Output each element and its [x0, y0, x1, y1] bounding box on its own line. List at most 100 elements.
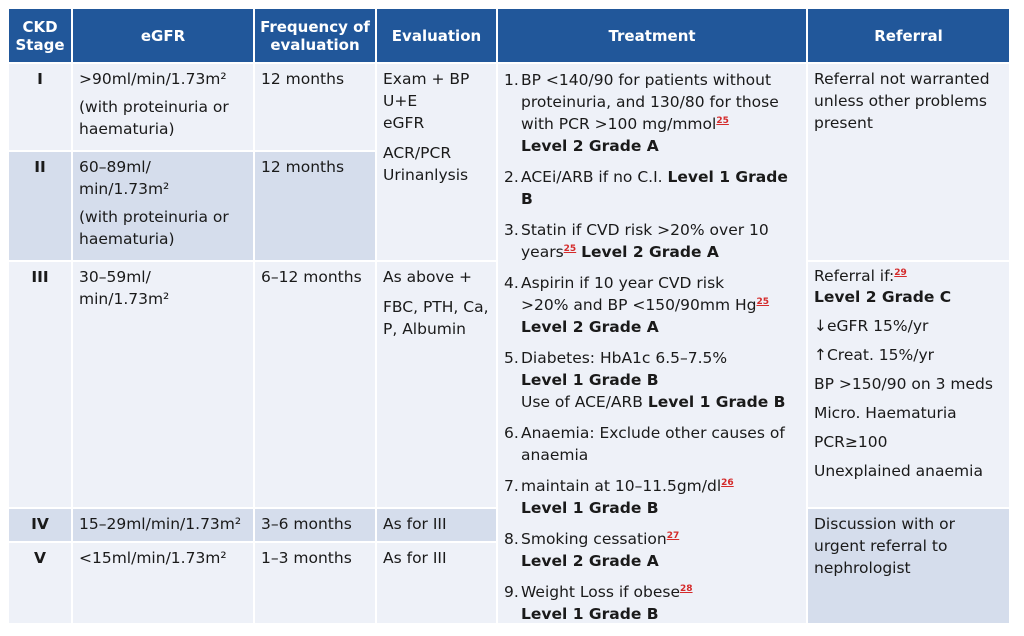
- treatment-item-5: 5. Diabetes: HbA1c 6.5–7.5% Level 1 Grad…: [504, 347, 800, 413]
- eval-acr-pcr: ACR/PCR: [383, 144, 452, 162]
- eval-fbc: FBC, PTH, Ca, P, Albumin: [383, 298, 489, 338]
- criteria-anaemia: Unexplained anaemia: [814, 462, 983, 480]
- stage-i-egfr: >90ml/min/1.73m²: [79, 70, 227, 88]
- treatment-8-text: Smoking cessation: [521, 530, 667, 548]
- referral-stage-1-2: Referral not warranted unless other prob…: [808, 64, 1009, 260]
- treatment-num: 3.: [504, 221, 519, 239]
- treatment-num: 6.: [504, 424, 519, 442]
- treatment-column: 1. BP <140/90 for patients without prote…: [498, 64, 806, 623]
- ref-29-link[interactable]: 29: [894, 267, 907, 278]
- referral-stage-3: Referral if:29 Level 2 Grade C ↓eGFR 15%…: [808, 262, 1009, 507]
- header-egfr: eGFR: [73, 9, 253, 62]
- evidence-level: Level 1 Grade B: [647, 393, 786, 411]
- eval-egfr: eGFR: [383, 114, 425, 132]
- eval-as-above: As above +: [383, 268, 473, 286]
- evidence-level: Level 2 Grade A: [521, 137, 659, 155]
- treatment-num: 8.: [504, 530, 519, 548]
- treatment-item-3: 3. Statin if CVD risk >20% over 10 years…: [504, 219, 800, 263]
- evidence-level: Level 1 Grade B: [521, 605, 659, 623]
- treatment-4-text-a: Aspirin if 10 year CVD risk: [521, 274, 725, 292]
- criteria-haematuria: Micro. Haematuria: [814, 404, 957, 422]
- treatment-text: Diabetes: HbA1c 6.5–7.5% Level 1 Grade B…: [521, 347, 800, 413]
- stage-v-egfr: <15ml/min/1.73m²: [73, 543, 253, 623]
- ref-25-link[interactable]: 25: [716, 115, 729, 126]
- referral-if-text: Referral if:: [814, 267, 895, 285]
- treatment-5-text: Diabetes: HbA1c 6.5–7.5%: [521, 349, 728, 367]
- stage-v-cell: V: [9, 543, 71, 623]
- stage-iii-egfr: 30–59ml/ min/1.73m²: [73, 262, 253, 507]
- stage-iii-cell: III: [9, 262, 71, 507]
- stage-iv-egfr: 15–29ml/min/1.73m²: [73, 509, 253, 541]
- ref-25-link[interactable]: 25: [563, 243, 577, 254]
- header-evaluation: Evaluation: [377, 9, 496, 62]
- stage-v-frequency: 1–3 months: [255, 543, 375, 623]
- treatment-2-text: ACEi/ARB if no C.I.: [521, 168, 663, 186]
- stage-ii-egfr: 60–89ml/ min/1.73m²: [79, 158, 170, 198]
- header-treatment: Treatment: [498, 9, 806, 62]
- ckd-table: CKD Stage eGFR Frequency of evaluation E…: [9, 9, 1009, 623]
- criteria-creat: ↑Creat. 15%/yr: [814, 346, 935, 364]
- criteria-egfr: ↓eGFR 15%/yr: [814, 317, 929, 335]
- treatment-num: 4.: [504, 274, 519, 292]
- treatment-num: 2.: [504, 168, 519, 186]
- ref-26-link[interactable]: 26: [721, 477, 734, 488]
- treatment-text: Statin if CVD risk >20% over 10 years25 …: [521, 219, 800, 263]
- treatment-text: maintain at 10–11.5gm/dl26 Level 1 Grade…: [521, 475, 800, 519]
- treatment-5-text-2: Use of ACE/ARB: [521, 393, 643, 411]
- stage-ii-egfr-note: (with proteinuria or haematuria): [79, 208, 229, 248]
- stage-iv-evaluation: As for III: [377, 509, 496, 541]
- evidence-level: Level 1 Grade B: [521, 499, 659, 517]
- treatment-num: 5.: [504, 349, 519, 367]
- eval-ue: U+E: [383, 92, 418, 110]
- evidence-level: Level 2 Grade A: [581, 243, 719, 261]
- criteria-bp: BP >150/90 on 3 meds: [814, 375, 993, 393]
- stage-i-cell: I: [9, 64, 71, 150]
- treatment-text: Smoking cessation27 Level 2 Grade A: [521, 528, 800, 572]
- treatment-6-text: Anaemia: Exclude other causes of anaemia: [521, 424, 785, 464]
- treatment-item-6: 6. Anaemia: Exclude other causes of anae…: [504, 422, 800, 466]
- treatment-text: Weight Loss if obese28 Level 1 Grade B: [521, 581, 800, 625]
- treatment-item-2: 2. ACEi/ARB if no C.I. Level 1 Grade B: [504, 166, 800, 210]
- treatment-item-7: 7. maintain at 10–11.5gm/dl26 Level 1 Gr…: [504, 475, 800, 519]
- stage-ii-frequency: 12 months: [255, 152, 375, 260]
- header-referral: Referral: [808, 9, 1009, 62]
- treatment-7-text: maintain at 10–11.5gm/dl: [521, 477, 722, 495]
- treatment-item-8: 8. Smoking cessation27 Level 2 Grade A: [504, 528, 800, 572]
- stage-v-evaluation: As for III: [377, 543, 496, 623]
- ref-28-link[interactable]: 28: [680, 583, 693, 594]
- stage-i-frequency: 12 months: [255, 64, 375, 150]
- treatment-text: ACEi/ARB if no C.I. Level 1 Grade B: [521, 166, 800, 210]
- evidence-level: Level 1 Grade B: [521, 168, 788, 208]
- evidence-level: Level 1 Grade B: [521, 371, 659, 389]
- treatment-item-4: 4. Aspirin if 10 year CVD risk >20% and …: [504, 272, 800, 338]
- referral-stage-4-5: Discussion with or urgent referral to ne…: [808, 509, 1009, 623]
- eval-exam-bp: Exam + BP: [383, 70, 470, 88]
- stage-iii-frequency: 6–12 months: [255, 262, 375, 507]
- stage-iii-egfr-text: 30–59ml/ min/1.73m²: [79, 268, 170, 308]
- treatment-4-text-b: >20% and BP <150/90mm Hg: [521, 296, 757, 314]
- treatment-item-1: 1. BP <140/90 for patients without prote…: [504, 69, 800, 157]
- treatment-3-text: Statin if CVD risk >20% over 10 years: [521, 221, 769, 261]
- evaluation-stage-1-2: Exam + BP U+E eGFR ACR/PCR Urinanlysis: [377, 64, 496, 260]
- stage-iv-cell: IV: [9, 509, 71, 541]
- treatment-item-9: 9. Weight Loss if obese28 Level 1 Grade …: [504, 581, 800, 625]
- eval-urinalysis: Urinanlysis: [383, 166, 469, 184]
- stage-i-egfr-note: (with proteinuria or haematuria): [79, 98, 229, 138]
- treatment-num: 1.: [504, 71, 519, 89]
- ref-25-link[interactable]: 25: [756, 296, 770, 307]
- treatment-text: BP <140/90 for patients without proteinu…: [521, 69, 800, 157]
- treatment-9-text: Weight Loss if obese: [521, 583, 681, 601]
- stage-ii-egfr-cell: 60–89ml/ min/1.73m² (with proteinuria or…: [73, 152, 253, 260]
- evidence-level: Level 2 Grade A: [521, 318, 659, 336]
- header-stage: CKD Stage: [9, 9, 71, 62]
- ref-27-link[interactable]: 27: [666, 530, 680, 541]
- evaluation-stage-3: As above + FBC, PTH, Ca, P, Albumin: [377, 262, 496, 507]
- referral-evidence-level: Level 2 Grade C: [814, 288, 952, 306]
- treatment-num: 7.: [504, 477, 519, 495]
- stage-iv-frequency: 3–6 months: [255, 509, 375, 541]
- stage-i-egfr-cell: >90ml/min/1.73m² (with proteinuria or ha…: [73, 64, 253, 150]
- evidence-level: Level 2 Grade A: [521, 552, 659, 570]
- stage-ii-cell: II: [9, 152, 71, 260]
- treatment-1-text: BP <140/90 for patients without proteinu…: [521, 71, 779, 133]
- treatment-num: 9.: [504, 583, 519, 601]
